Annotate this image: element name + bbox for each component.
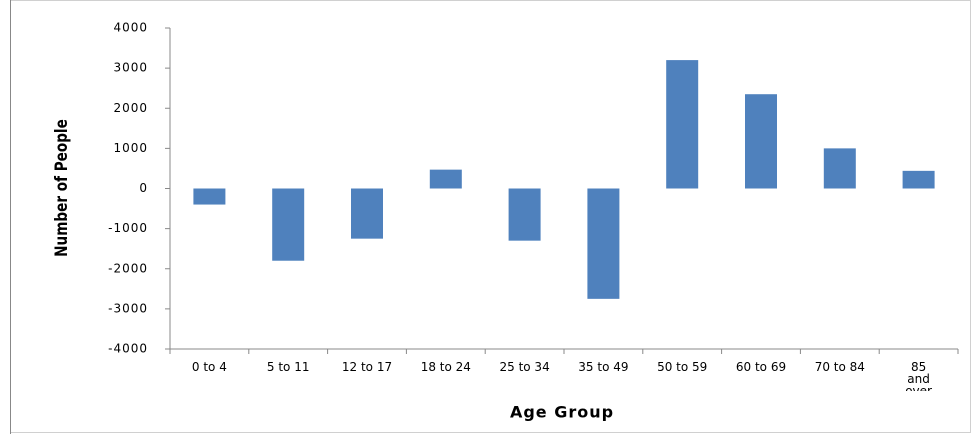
x-tick-label-box: 0 to 4 xyxy=(191,361,227,374)
x-tick-label: 25 to 34 xyxy=(499,361,550,374)
x-tick-label: 70 to 84 xyxy=(814,361,865,374)
x-tick-label: 18 to 24 xyxy=(420,361,471,374)
y-tick-label: 1000 xyxy=(113,141,148,155)
x-tick-label: 85 and over xyxy=(905,361,932,391)
y-tick-label: 0 xyxy=(139,181,148,195)
bar xyxy=(429,169,462,189)
x-tick-label: 5 to 11 xyxy=(266,361,310,374)
x-tick-label-box: 5 to 11 xyxy=(266,361,310,374)
x-tick-label: 50 to 59 xyxy=(657,361,708,374)
y-tick-label: -3000 xyxy=(108,301,148,315)
bar xyxy=(272,188,305,261)
x-tick-label: 60 to 69 xyxy=(735,361,787,374)
y-tick-label: 3000 xyxy=(113,61,148,75)
x-tick-label-box: 25 to 34 xyxy=(499,361,550,374)
x-tick-label: 12 to 17 xyxy=(341,361,393,374)
y-tick-label: -4000 xyxy=(108,342,148,356)
y-tick-label: -2000 xyxy=(108,261,148,275)
bar xyxy=(823,148,856,189)
x-tick-label-box: 12 to 17 xyxy=(341,361,393,374)
x-tick-label-box: 18 to 24 xyxy=(420,361,471,374)
bar xyxy=(193,188,226,205)
x-axis-title: Age Group xyxy=(510,403,614,422)
x-tick-label-box: 70 to 84 xyxy=(814,361,865,374)
y-axis-title: Number of People xyxy=(52,119,72,257)
x-tick-label-box: 85 and over xyxy=(905,361,932,391)
bar xyxy=(351,188,383,239)
bar xyxy=(508,188,541,241)
bar xyxy=(587,188,620,299)
y-tick-label: -1000 xyxy=(108,221,148,235)
y-tick-label: 4000 xyxy=(113,21,148,35)
y-tick-label: 2000 xyxy=(113,101,148,115)
bar xyxy=(745,94,777,189)
x-tick-label-box: 60 to 69 xyxy=(735,361,787,374)
x-tick-label-box: 35 to 49 xyxy=(578,361,629,374)
bar xyxy=(902,170,935,189)
x-tick-label: 0 to 4 xyxy=(191,361,227,374)
x-tick-label: 35 to 49 xyxy=(578,361,629,374)
x-tick-label-box: 50 to 59 xyxy=(657,361,708,374)
bar xyxy=(666,60,699,189)
